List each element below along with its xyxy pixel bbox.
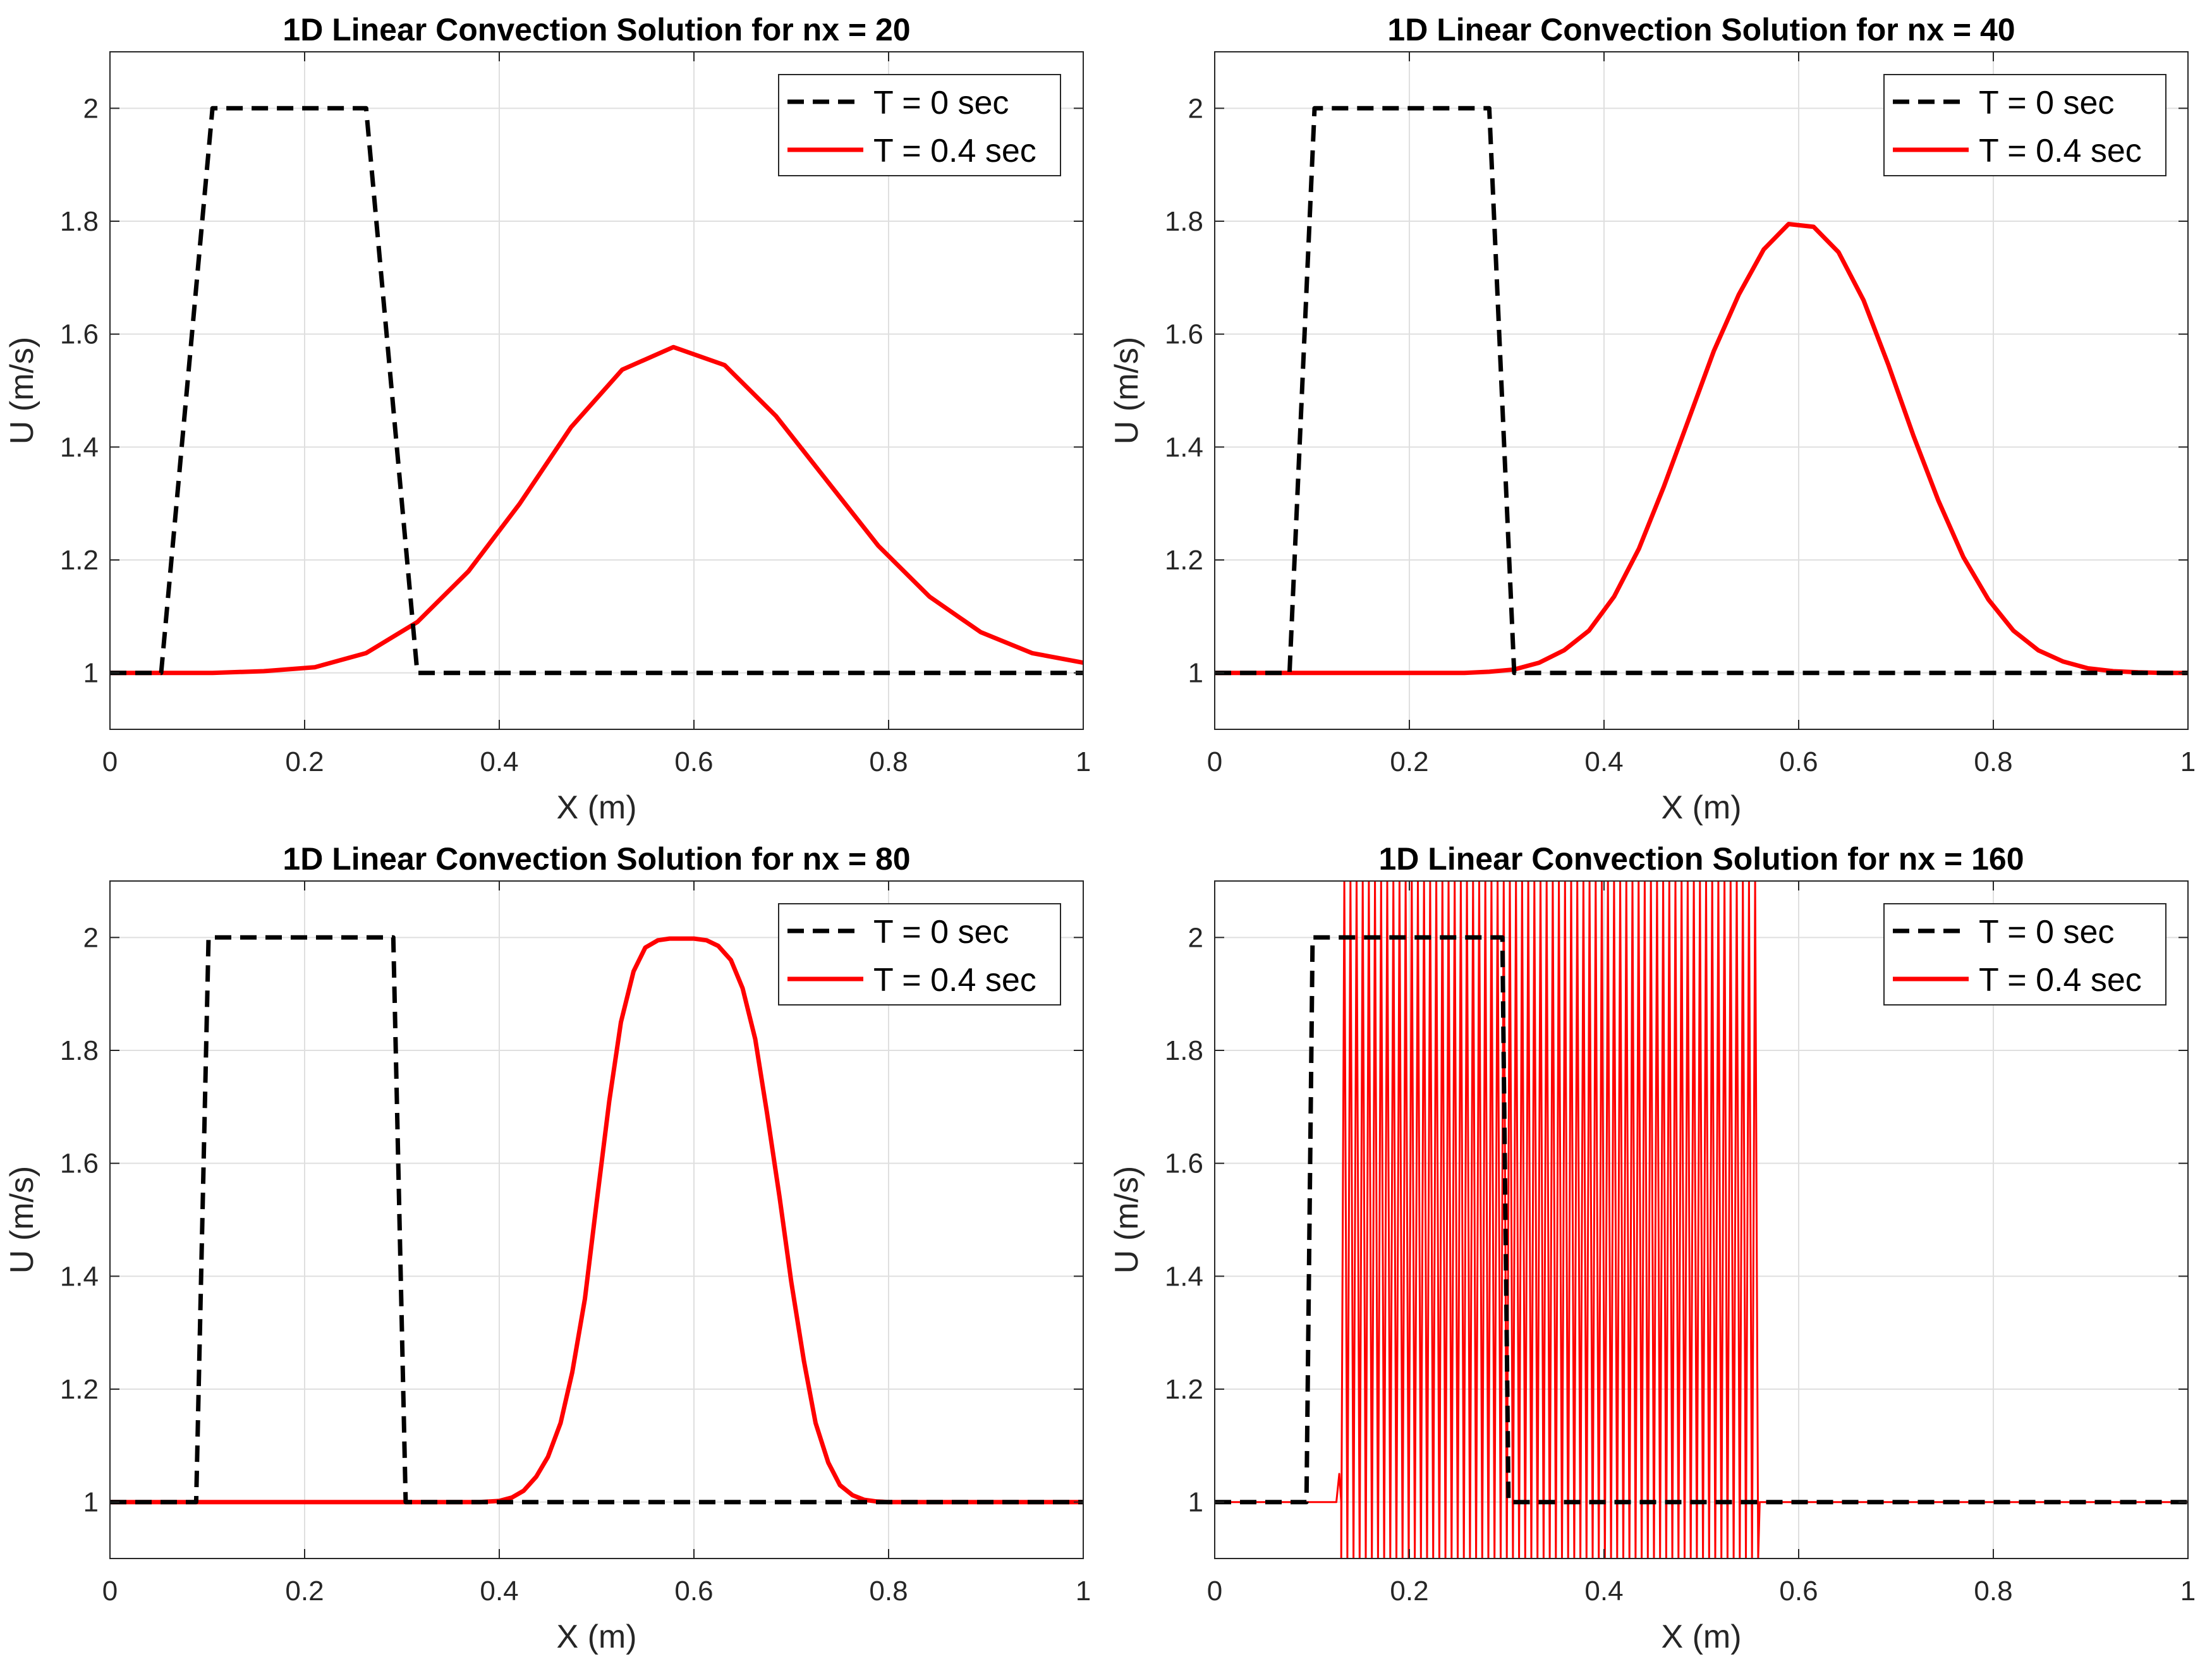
- x-tick-label: 0: [102, 1576, 118, 1607]
- subplot-1: 0 0.2 0.4 0.6 0.8 1 1 1.2 1.4 1.6 1.8 2 X (m) U (m/s)…: [0, 0, 1106, 828]
- legend-label: T = 0 sec: [873, 914, 1009, 951]
- x-tick-label: 0.8: [869, 1576, 908, 1607]
- data-layer: [1215, 106, 2188, 676]
- y-tick-label: 1: [1188, 1487, 1203, 1518]
- legend-label: T = 0.4 sec: [873, 133, 1036, 169]
- y-tick-label: 1.6: [1165, 1148, 1203, 1179]
- legend-box: [1883, 903, 2166, 1006]
- x-tick-label: 0.4: [1584, 1576, 1623, 1607]
- x-tick-label: 0.2: [1390, 1576, 1428, 1607]
- x-tick-label: 1: [1076, 1576, 1091, 1607]
- x-tick-label: 1: [2180, 1576, 2196, 1607]
- series-line-final: [1215, 222, 2188, 676]
- y-tick-label: 2: [1188, 922, 1203, 953]
- chart-title: 1D Linear Convection Solution for nx = 4…: [1387, 12, 2015, 47]
- y-tick-label: 2: [83, 93, 99, 124]
- x-tick-label: 0.6: [674, 746, 713, 777]
- axes-box: [109, 880, 1084, 1559]
- chart-title: 1D Linear Convection Solution for nx = 1…: [1378, 841, 2024, 877]
- x-tick-label: 0.4: [480, 746, 518, 777]
- y-tick-label: 1.6: [60, 1148, 99, 1179]
- legend-label: T = 0.4 sec: [1979, 962, 2142, 999]
- x-tick-label: 0.4: [480, 1576, 518, 1607]
- y-tick-label: 1.2: [1165, 1374, 1203, 1405]
- x-tick-label: 0.8: [869, 746, 908, 777]
- y-tick-label: 1.4: [1165, 432, 1203, 463]
- legend-box: [778, 903, 1061, 1006]
- subplot-2: 0 0.2 0.4 0.6 0.8 1 1 1.2 1.4 1.6 1.8 2 X (m) U (m/s)…: [1106, 0, 2212, 828]
- y-tick-label: 1.4: [60, 1261, 99, 1292]
- y-tick-label: 2: [83, 922, 99, 953]
- x-tick-label: 1: [2180, 746, 2196, 777]
- subplot-4: 0 0.2 0.4 0.6 0.8 1 1 1.2 1.4 1.6 1.8 2 X (m) U (m/s)…: [1106, 828, 2212, 1659]
- x-tick-label: 0.6: [1779, 1576, 1818, 1607]
- y-tick-label: 1: [1188, 658, 1203, 689]
- x-axis-label: X (m): [1661, 789, 1741, 826]
- series-line-final: [110, 344, 1083, 676]
- legend: T = 0 sec T = 0.4 sec: [778, 903, 1061, 1006]
- series-line-initial: [1215, 106, 2188, 676]
- y-tick-label: 1.8: [1165, 1035, 1203, 1066]
- series-line-final: [1215, 881, 2188, 1559]
- x-tick-label: 0.8: [1974, 746, 2012, 777]
- x-tick-label: 0.8: [1974, 1576, 2012, 1607]
- y-tick-label: 1.6: [60, 319, 99, 350]
- legend: T = 0 sec T = 0.4 sec: [1883, 903, 2166, 1006]
- x-tick-label: 0: [1207, 1576, 1222, 1607]
- x-tick-label: 0.2: [285, 746, 324, 777]
- series-line-initial: [1215, 935, 2188, 1505]
- y-tick-label: 1.8: [60, 1035, 99, 1066]
- legend-label: T = 0 sec: [1979, 85, 2114, 121]
- y-tick-label: 1.8: [1165, 206, 1203, 237]
- y-axis-label: U (m/s): [4, 337, 40, 444]
- y-axis-label: U (m/s): [1109, 337, 1145, 444]
- legend-box: [1883, 74, 2166, 176]
- y-tick-label: 1.6: [1165, 319, 1203, 350]
- legend-label: T = 0 sec: [873, 85, 1009, 121]
- x-tick-label: 0.6: [674, 1576, 713, 1607]
- x-tick-label: 0.4: [1584, 746, 1623, 777]
- x-tick-label: 0.2: [1390, 746, 1428, 777]
- x-axis-label: X (m): [1661, 1619, 1741, 1655]
- axes-box: [1214, 51, 2189, 730]
- y-tick-label: 1.2: [60, 545, 99, 576]
- data-layer: [110, 935, 1083, 1505]
- y-tick-label: 1: [83, 658, 99, 689]
- y-axis-label: U (m/s): [1109, 1166, 1145, 1273]
- legend-label: T = 0.4 sec: [1979, 133, 2142, 169]
- axes-box: [1214, 880, 2189, 1559]
- chart-title: 1D Linear Convection Solution for nx = 2…: [283, 12, 910, 47]
- y-tick-label: 1.4: [1165, 1261, 1203, 1292]
- data-layer: [110, 106, 1083, 676]
- y-tick-label: 1.8: [60, 206, 99, 237]
- y-tick-label: 2: [1188, 93, 1203, 124]
- x-tick-label: 0.2: [285, 1576, 324, 1607]
- legend-box: [778, 74, 1061, 176]
- y-tick-label: 1: [83, 1487, 99, 1518]
- y-tick-label: 1.2: [1165, 545, 1203, 576]
- legend-label: T = 0.4 sec: [873, 962, 1036, 999]
- x-tick-label: 1: [1076, 746, 1091, 777]
- subplot-3: 0 0.2 0.4 0.6 0.8 1 1 1.2 1.4 1.6 1.8 2 X (m) U (m/s)…: [0, 828, 1106, 1659]
- x-axis-label: X (m): [556, 1619, 636, 1655]
- y-axis-label: U (m/s): [4, 1166, 40, 1273]
- chart-title: 1D Linear Convection Solution for nx = 8…: [283, 841, 910, 877]
- y-tick-label: 1.2: [60, 1374, 99, 1405]
- legend: T = 0 sec T = 0.4 sec: [1883, 74, 2166, 176]
- legend: T = 0 sec T = 0.4 sec: [778, 74, 1061, 176]
- x-tick-label: 0: [102, 746, 118, 777]
- series-line-final: [110, 936, 1083, 1505]
- axes-box: [109, 51, 1084, 730]
- x-tick-label: 0: [1207, 746, 1222, 777]
- series-line-initial: [110, 106, 1083, 676]
- series-line-initial: [110, 935, 1083, 1505]
- x-tick-label: 0.6: [1779, 746, 1818, 777]
- x-axis-label: X (m): [556, 789, 636, 826]
- y-tick-label: 1.4: [60, 432, 99, 463]
- data-layer: [1215, 881, 2188, 1559]
- legend-label: T = 0 sec: [1979, 914, 2114, 951]
